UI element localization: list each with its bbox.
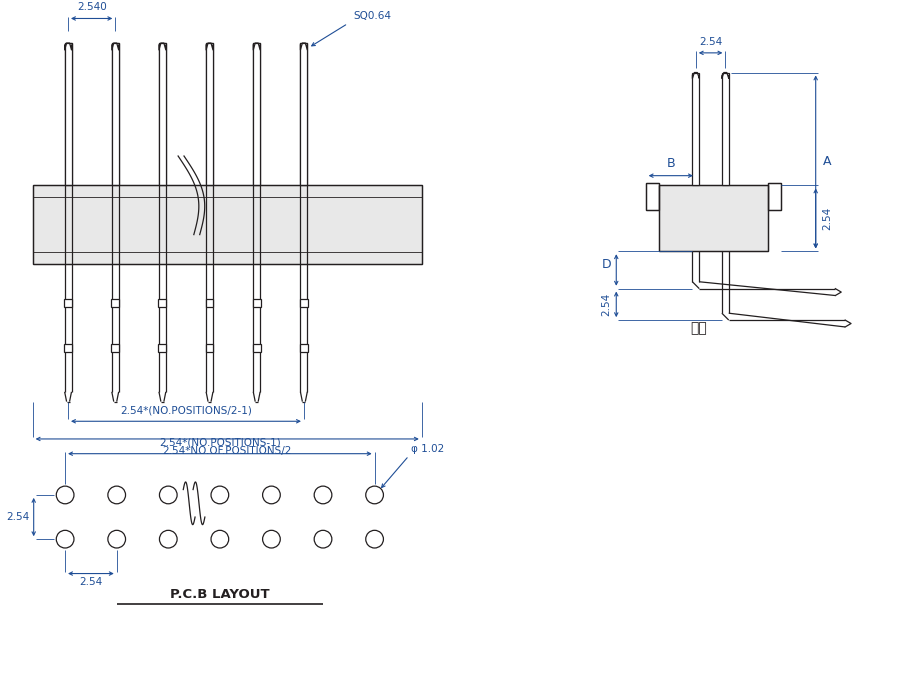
Bar xyxy=(32,186,422,264)
Text: 2.54: 2.54 xyxy=(823,207,832,230)
Text: 2.54: 2.54 xyxy=(601,293,611,316)
Bar xyxy=(253,43,260,186)
Text: 2.54: 2.54 xyxy=(6,512,30,522)
Bar xyxy=(159,43,166,186)
Bar xyxy=(158,344,166,352)
Bar xyxy=(300,299,308,307)
Bar xyxy=(660,186,768,251)
Bar xyxy=(768,182,781,210)
Bar xyxy=(722,72,729,186)
Bar xyxy=(645,182,660,210)
Text: 2.54: 2.54 xyxy=(79,577,103,587)
Bar xyxy=(206,43,213,186)
Bar xyxy=(692,72,699,186)
Bar xyxy=(205,344,213,352)
Bar xyxy=(301,43,307,186)
Text: 双排: 双排 xyxy=(690,321,707,335)
Text: SQ0.64: SQ0.64 xyxy=(353,12,391,21)
Bar xyxy=(660,186,768,251)
Bar xyxy=(112,43,119,186)
Bar xyxy=(158,299,166,307)
Bar xyxy=(253,299,261,307)
Text: P.C.B LAYOUT: P.C.B LAYOUT xyxy=(170,588,270,601)
Bar xyxy=(159,43,166,186)
Bar xyxy=(112,299,119,307)
Text: D: D xyxy=(602,257,611,270)
Text: 2.540: 2.540 xyxy=(76,1,106,12)
Bar xyxy=(253,43,260,186)
Text: 2.54*(NO.POSITIONS-1): 2.54*(NO.POSITIONS-1) xyxy=(159,438,281,448)
Text: 2.54*(NO.POSITIONS/2-1): 2.54*(NO.POSITIONS/2-1) xyxy=(120,406,252,415)
Bar xyxy=(645,182,660,210)
Bar xyxy=(768,182,781,210)
Text: φ 1.02: φ 1.02 xyxy=(411,444,445,454)
Text: A: A xyxy=(823,156,831,169)
Bar xyxy=(112,344,119,352)
Bar xyxy=(301,43,307,186)
Bar xyxy=(300,344,308,352)
Bar xyxy=(64,299,72,307)
Bar xyxy=(205,299,213,307)
Bar xyxy=(65,43,71,186)
Text: 2.54: 2.54 xyxy=(699,37,722,47)
Bar xyxy=(32,186,422,264)
Bar xyxy=(64,344,72,352)
Bar xyxy=(112,43,119,186)
Text: 2.54*NO.OF.POSITIONS/2: 2.54*NO.OF.POSITIONS/2 xyxy=(163,446,292,456)
Bar xyxy=(253,344,261,352)
Bar xyxy=(206,43,213,186)
Bar xyxy=(65,43,71,186)
Text: B: B xyxy=(667,157,675,170)
